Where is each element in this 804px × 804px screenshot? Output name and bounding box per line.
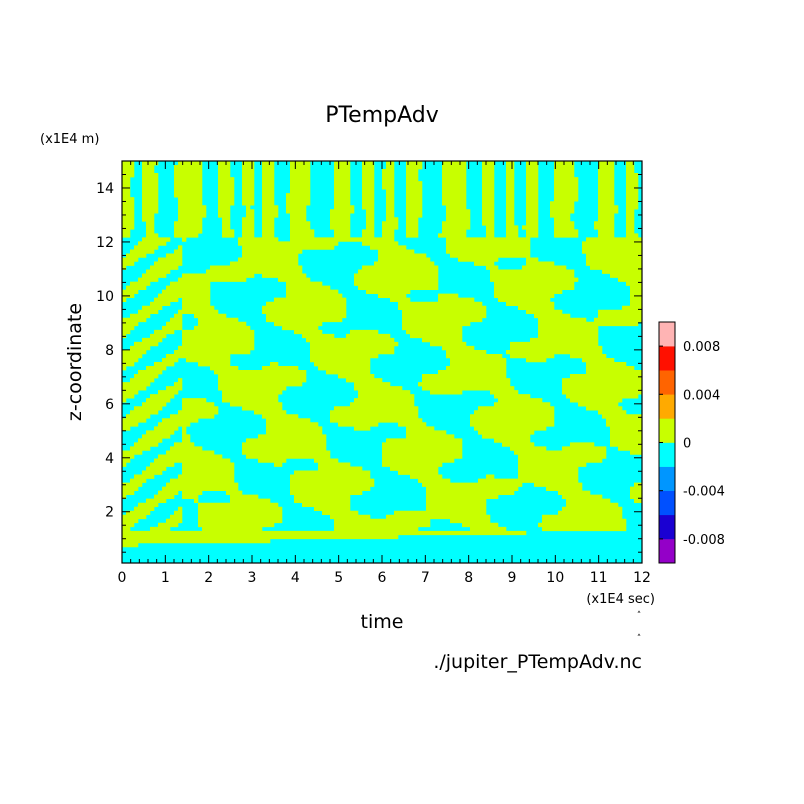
x-tick-label: 2 (204, 570, 213, 586)
y-axis: 2 4 6 8 10 12 14 (96, 173, 642, 553)
corner-mark-2: ˄ (637, 634, 642, 644)
colorbar-swatch (659, 538, 675, 564)
colorbar-swatch (659, 514, 675, 540)
corner-mark-1: ˄ (637, 611, 642, 621)
contour-field (122, 161, 642, 563)
x-tick-label: 6 (378, 570, 387, 586)
colorbar-tick-label: 0.004 (683, 388, 720, 403)
x-axis: 0 1 2 3 4 5 6 7 8 9 10 11 12 (118, 161, 651, 586)
x-tick-label: 10 (546, 570, 564, 586)
colorbar-swatch (659, 466, 675, 491)
x-tick-label: 5 (334, 570, 343, 586)
y-axis-title: z-coordinate (64, 303, 86, 421)
field-positive-region (122, 161, 642, 548)
colorbar-tick-label: -0.004 (683, 485, 725, 500)
y-tick-label: 14 (96, 181, 114, 197)
y-tick-label: 10 (96, 289, 114, 305)
y-tick-label: 6 (105, 397, 114, 413)
x-tick-label: 11 (590, 570, 608, 586)
colorbar: -0.008 -0.004 0 0.004 0.008 (658, 321, 725, 564)
colorbar-swatch (659, 394, 675, 419)
colorbar-swatch (659, 346, 675, 371)
x-tick-label: 1 (161, 570, 170, 586)
x-axis-title: time (361, 611, 404, 633)
x-tick-label: 8 (464, 570, 473, 586)
x-tick-label: 4 (291, 570, 300, 586)
colorbar-swatch (659, 490, 675, 516)
colorbar-swatch (659, 442, 675, 467)
y-tick-label: 8 (105, 343, 114, 359)
x-tick-label: 0 (118, 570, 127, 586)
x-tick-label: 12 (633, 570, 651, 586)
x-tick-label: 3 (248, 570, 257, 586)
colorbar-swatch (659, 370, 675, 395)
x-axis-unit: (x1E4 sec) (586, 592, 655, 607)
colorbar-tick-label: 0 (683, 437, 691, 452)
x-tick-label: 7 (421, 570, 430, 586)
source-filename: ./jupiter_PTempAdv.nc (433, 651, 642, 673)
y-tick-label: 4 (105, 451, 114, 467)
colorbar-swatch (659, 418, 675, 443)
colorbar-tick-label: -0.008 (683, 533, 725, 548)
colorbar-tick-label: 0.008 (683, 340, 720, 355)
chart-title: PTempAdv (325, 103, 439, 128)
y-tick-label: 2 (105, 505, 114, 521)
y-tick-label: 12 (96, 235, 114, 251)
x-tick-label: 9 (508, 570, 517, 586)
colorbar-swatch (659, 322, 675, 347)
y-axis-unit: (x1E4 m) (40, 132, 99, 147)
